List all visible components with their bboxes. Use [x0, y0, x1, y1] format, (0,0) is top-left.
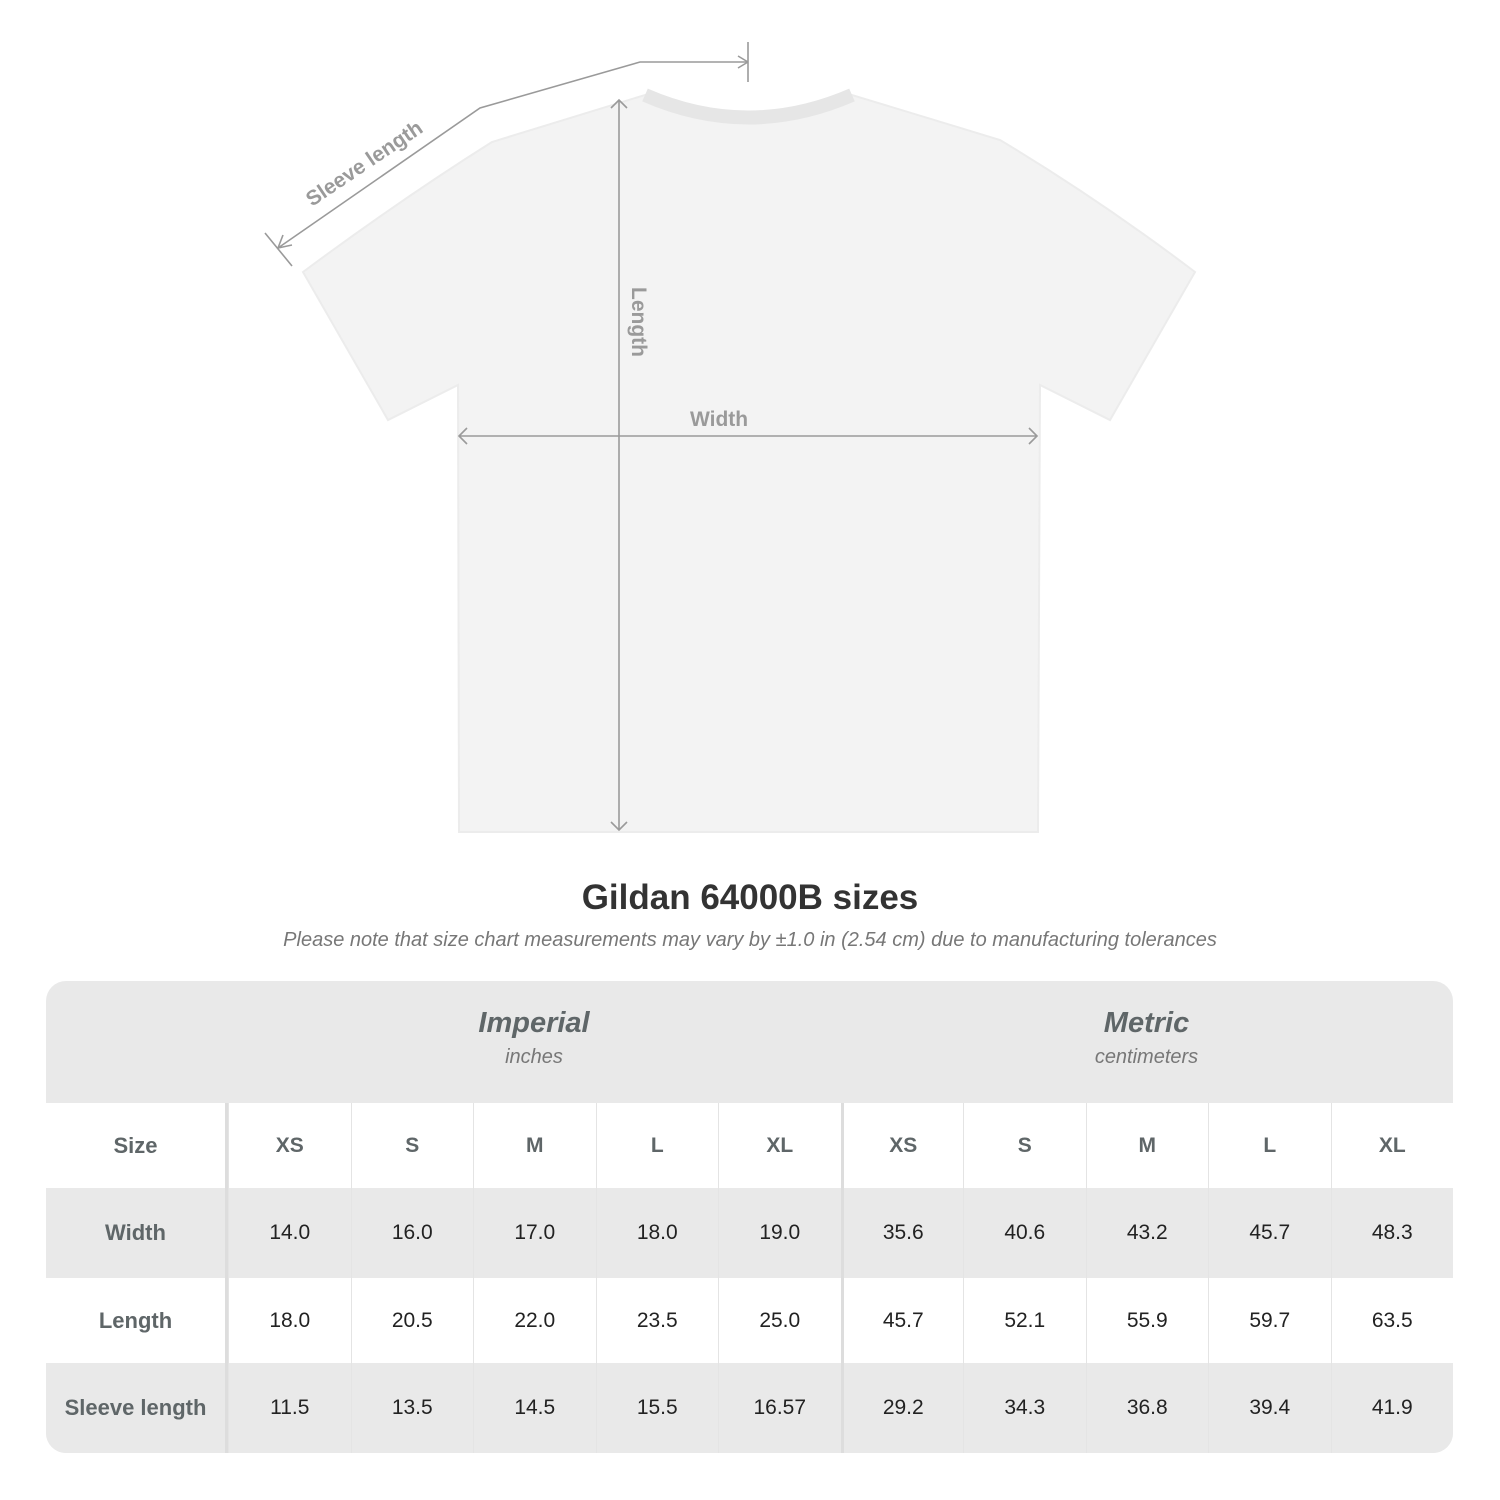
table-cell: 22.0 — [473, 1278, 596, 1363]
table-cell: 48.3 — [1330, 1188, 1454, 1278]
size-header-row: Size XS S M L XL XS S M L XL — [46, 1103, 1453, 1188]
sleeve-arrow-icon — [264, 42, 749, 267]
size-header-m: M — [1085, 1103, 1209, 1188]
table-cell: 14.5 — [473, 1363, 596, 1453]
table-cell: 63.5 — [1330, 1278, 1454, 1363]
table-cell: 14.0 — [228, 1188, 351, 1278]
size-header-s: S — [350, 1103, 474, 1188]
size-header-l: L — [1208, 1103, 1331, 1188]
size-header-s: S — [963, 1103, 1086, 1188]
length-measure-line — [610, 98, 628, 832]
table-cell: 25.0 — [718, 1278, 841, 1363]
size-header-xl: XL — [718, 1103, 841, 1188]
row-label: Length — [46, 1278, 228, 1363]
tolerance-note: Please note that size chart measurements… — [283, 929, 1217, 951]
table-row: Width 14.0 16.0 17.0 18.0 19.0 35.6 40.6 43.2 45.… — [46, 1188, 1453, 1278]
table-cell: 11.5 — [228, 1363, 351, 1453]
size-header-xs: XS — [228, 1103, 351, 1188]
size-header-l: L — [595, 1103, 719, 1188]
row-label: Width — [46, 1188, 228, 1278]
table-cell: 18.0 — [228, 1278, 351, 1363]
size-header-xs: XS — [840, 1103, 964, 1188]
table-cell: 34.3 — [963, 1363, 1086, 1453]
table-cell: 19.0 — [718, 1188, 841, 1278]
row-label: Sleeve length — [46, 1363, 228, 1453]
size-header-m: M — [473, 1103, 596, 1188]
metric-unit: centimeters — [1094, 1046, 1199, 1068]
table-cell: 35.6 — [840, 1188, 964, 1278]
table-cell: 13.5 — [350, 1363, 474, 1453]
table-cell: 52.1 — [963, 1278, 1086, 1363]
table-cell: 16.0 — [350, 1188, 474, 1278]
width-label: Width — [690, 408, 748, 431]
table-cell: 23.5 — [595, 1278, 719, 1363]
size-label: Size — [46, 1103, 228, 1188]
table-cell: 43.2 — [1085, 1188, 1209, 1278]
imperial-title: Imperial — [478, 1007, 590, 1039]
table-cell: 55.9 — [1085, 1278, 1209, 1363]
metric-header: Metric centimeters — [840, 981, 1453, 1103]
sleeve-measure-line — [277, 61, 748, 249]
table-cell: 59.7 — [1208, 1278, 1331, 1363]
imperial-unit: inches — [505, 1046, 563, 1068]
size-header-xl: XL — [1330, 1103, 1454, 1188]
table-cell: 40.6 — [963, 1188, 1086, 1278]
table-cell: 45.7 — [840, 1278, 964, 1363]
tshirt-image — [301, 93, 1197, 833]
tshirt-collar — [642, 88, 855, 125]
table-row: Sleeve length 11.5 13.5 14.5 15.5 16.57 29.2 34… — [46, 1363, 1453, 1453]
tshirt-diagram: Sleeve length Length Width — [264, 42, 1197, 833]
table-cell: 39.4 — [1208, 1363, 1331, 1453]
table-cell: 18.0 — [595, 1188, 719, 1278]
table-cell: 16.57 — [718, 1363, 841, 1453]
table-row: Length 18.0 20.5 22.0 23.5 25.0 45.7 52.1 55.9 59… — [46, 1278, 1453, 1363]
table-cell: 41.9 — [1330, 1363, 1454, 1453]
table-cell: 17.0 — [473, 1188, 596, 1278]
table-cell: 15.5 — [595, 1363, 719, 1453]
imperial-header: Imperial inches — [228, 981, 840, 1103]
width-measure-line — [457, 427, 1039, 445]
page-title: Gildan 64000B sizes — [581, 878, 919, 917]
length-label: Length — [627, 287, 650, 357]
table-cell: 36.8 — [1085, 1363, 1209, 1453]
table-cell: 20.5 — [350, 1278, 474, 1363]
metric-title: Metric — [1103, 1007, 1190, 1039]
table-cell: 45.7 — [1208, 1188, 1331, 1278]
size-table: Imperial inches Metric centimeters Size … — [46, 981, 1453, 1453]
table-cell: 29.2 — [840, 1363, 964, 1453]
